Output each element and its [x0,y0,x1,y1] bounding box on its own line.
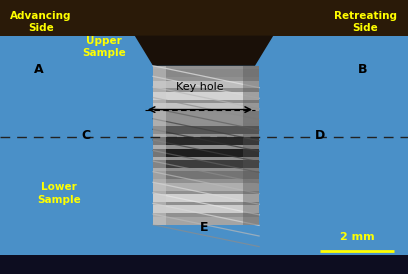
Text: Advancing
Side: Advancing Side [10,11,71,33]
Bar [153,171,259,179]
Bar [153,217,259,225]
Text: 2 mm: 2 mm [340,233,374,242]
Bar [153,66,259,225]
Bar [153,66,166,225]
Text: B: B [358,63,368,76]
Bar [0,0,408,36]
Bar [153,183,259,191]
Bar [243,66,259,225]
Text: D: D [315,129,326,142]
Text: Upper
Sample: Upper Sample [82,36,126,58]
Text: Lower
Sample: Lower Sample [37,182,81,205]
Bar [153,69,259,77]
Bar [153,206,259,213]
Bar [153,103,259,111]
Bar [153,81,259,89]
Bar [153,160,259,168]
Text: Key hole: Key hole [176,82,224,92]
Bar [153,92,259,100]
Text: A: A [34,63,44,76]
Text: C: C [81,129,90,142]
Bar [153,137,259,145]
Text: Retreating
Side: Retreating Side [334,11,397,33]
Bar [153,149,259,156]
Bar [153,115,259,122]
Bar [153,194,259,202]
Bar [153,126,259,134]
Polygon shape [135,36,273,66]
Text: E: E [200,221,208,234]
Bar [0,255,408,274]
